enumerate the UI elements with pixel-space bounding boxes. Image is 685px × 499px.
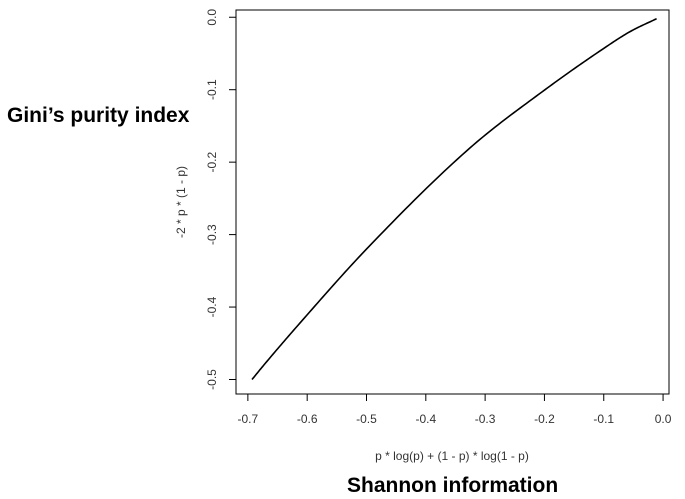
y-tick-label: -0.2 — [205, 151, 219, 172]
x-axis: -0.7 -0.6 -0.5 -0.4 -0.3 -0.2 -0.1 0.0 — [238, 394, 672, 426]
x-tick-label: -0.5 — [356, 412, 377, 426]
x-tick-label: -0.2 — [534, 412, 555, 426]
x-tick-label: -0.6 — [297, 412, 318, 426]
y-tick-label: -0.1 — [205, 79, 219, 100]
x-axis-title: p * log(p) + (1 - p) * log(1 - p) — [375, 449, 529, 463]
x-tick-label: -0.4 — [415, 412, 436, 426]
y-axis-title: -2 * p * (1 - p) — [174, 166, 188, 238]
x-tick-label: -0.1 — [593, 412, 614, 426]
y-tick-label: -0.4 — [205, 296, 219, 317]
gini-callout-label: Gini’s purity index — [7, 104, 190, 127]
y-tick-label: 0.0 — [205, 9, 219, 26]
plot-frame — [235, 9, 670, 395]
series-curve — [251, 17, 657, 381]
x-tick-label: -0.3 — [475, 412, 496, 426]
shannon-callout-label: Shannon information — [347, 474, 559, 497]
y-tick-label: -0.3 — [205, 224, 219, 245]
y-axis: -0.5 -0.4 -0.3 -0.2 -0.1 0.0 — [205, 9, 236, 390]
x-tick-label: 0.0 — [655, 412, 672, 426]
y-tick-label: -0.5 — [205, 369, 219, 390]
x-tick-label: -0.7 — [238, 412, 259, 426]
